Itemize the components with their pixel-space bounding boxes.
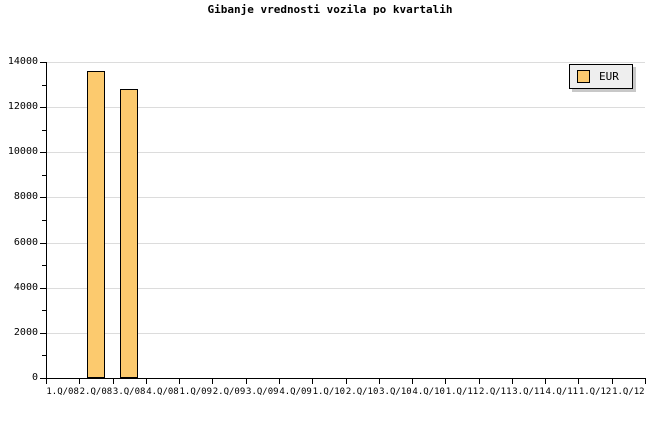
x-axis-tick xyxy=(179,378,180,384)
y-axis-line xyxy=(46,62,47,379)
y-axis-tick-minor xyxy=(42,174,46,176)
x-axis-label: 2.Q/08 xyxy=(79,387,113,397)
y-axis-tick-major xyxy=(40,152,46,154)
x-axis-tick xyxy=(379,378,380,384)
x-axis-tick xyxy=(279,378,280,384)
gridline xyxy=(46,152,645,154)
x-axis-tick xyxy=(578,378,579,384)
chart-title: Gibanje vrednosti vozila po kvartalih xyxy=(207,3,453,16)
y-axis-label: 8000 xyxy=(13,191,38,203)
y-axis-ticks xyxy=(40,62,46,379)
bar[interactable] xyxy=(87,71,105,378)
y-axis-tick-minor xyxy=(42,355,46,357)
gridline xyxy=(46,332,645,334)
x-axis-tick xyxy=(46,378,47,384)
chart-legend[interactable]: EUR xyxy=(569,64,633,89)
y-axis-tick-minor xyxy=(42,129,46,131)
y-axis-tick-major xyxy=(40,62,46,63)
bar[interactable] xyxy=(120,89,138,378)
y-axis-tick-minor xyxy=(42,265,46,267)
x-axis-label: 4.Q/11 xyxy=(545,387,579,397)
x-axis-tick xyxy=(545,378,546,384)
x-axis-tick xyxy=(246,378,247,384)
x-axis-label: 4.Q/09 xyxy=(279,387,312,397)
gridline xyxy=(46,107,645,109)
x-axis-label: 3.Q/10 xyxy=(379,387,412,397)
x-axis-label: 1.Q/08 xyxy=(46,387,79,397)
y-axis-label: 14000 xyxy=(7,56,38,67)
y-axis-label: 12000 xyxy=(7,101,38,113)
gridline xyxy=(46,197,645,199)
legend-label-eur: EUR xyxy=(599,69,619,83)
x-axis-label: 3.Q/09 xyxy=(246,387,279,397)
x-axis-label: 1.Q/10 xyxy=(312,387,346,397)
y-axis-label: 0 xyxy=(31,372,38,383)
y-axis-label: 6000 xyxy=(13,236,38,248)
y-axis-labels: 0 2000 4000 6000 8000 10000 12000 14000 xyxy=(0,0,38,440)
x-axis-tick xyxy=(445,378,446,384)
x-axis-label: 2.Q/11 xyxy=(478,387,512,397)
y-axis-label: 10000 xyxy=(7,146,38,158)
x-axis-tick xyxy=(113,378,114,384)
x-axis-tick xyxy=(146,378,147,384)
legend-swatch-eur-icon xyxy=(577,70,590,83)
x-axis-label: 1.Q/12 xyxy=(578,387,612,397)
x-axis-tick xyxy=(312,378,313,384)
x-axis-label: 2.Q/10 xyxy=(345,387,379,397)
x-axis-label: 2.Q/09 xyxy=(212,387,246,397)
x-axis-tick xyxy=(479,378,480,384)
x-axis-label: 1.Q/09 xyxy=(179,387,212,397)
y-axis-tick-major xyxy=(40,332,46,334)
x-axis-tick xyxy=(79,378,80,384)
gridline xyxy=(46,242,645,244)
x-axis-tick xyxy=(212,378,213,384)
x-axis-label: 4.Q/08 xyxy=(146,387,179,397)
x-axis-label: 1.Q/11 xyxy=(445,387,479,397)
y-axis-tick-minor xyxy=(42,310,46,312)
x-axis-tick xyxy=(512,378,513,384)
x-axis-label: 1.Q/12 xyxy=(612,387,645,397)
y-axis-tick-minor xyxy=(42,220,46,221)
x-axis-tick xyxy=(612,378,613,384)
y-axis-tick-major xyxy=(40,197,46,199)
gridline xyxy=(46,287,645,289)
y-axis-tick-major xyxy=(40,287,46,289)
y-axis-tick-minor xyxy=(42,84,46,86)
y-axis-tick-major xyxy=(40,107,46,109)
x-axis-label: 3.Q/08 xyxy=(112,387,146,397)
x-axis-label: 3.Q/11 xyxy=(512,387,545,397)
y-axis-label: 4000 xyxy=(13,281,38,293)
y-axis-tick-major xyxy=(40,378,46,379)
plot-area xyxy=(46,62,645,378)
y-axis-label: 2000 xyxy=(13,326,38,338)
x-axis-tick xyxy=(412,378,413,384)
x-axis-tick xyxy=(645,378,646,384)
gridline xyxy=(46,62,645,63)
y-axis-tick-major xyxy=(40,242,46,244)
x-axis-label: 4.Q/10 xyxy=(412,387,445,397)
x-axis-tick xyxy=(346,378,347,384)
